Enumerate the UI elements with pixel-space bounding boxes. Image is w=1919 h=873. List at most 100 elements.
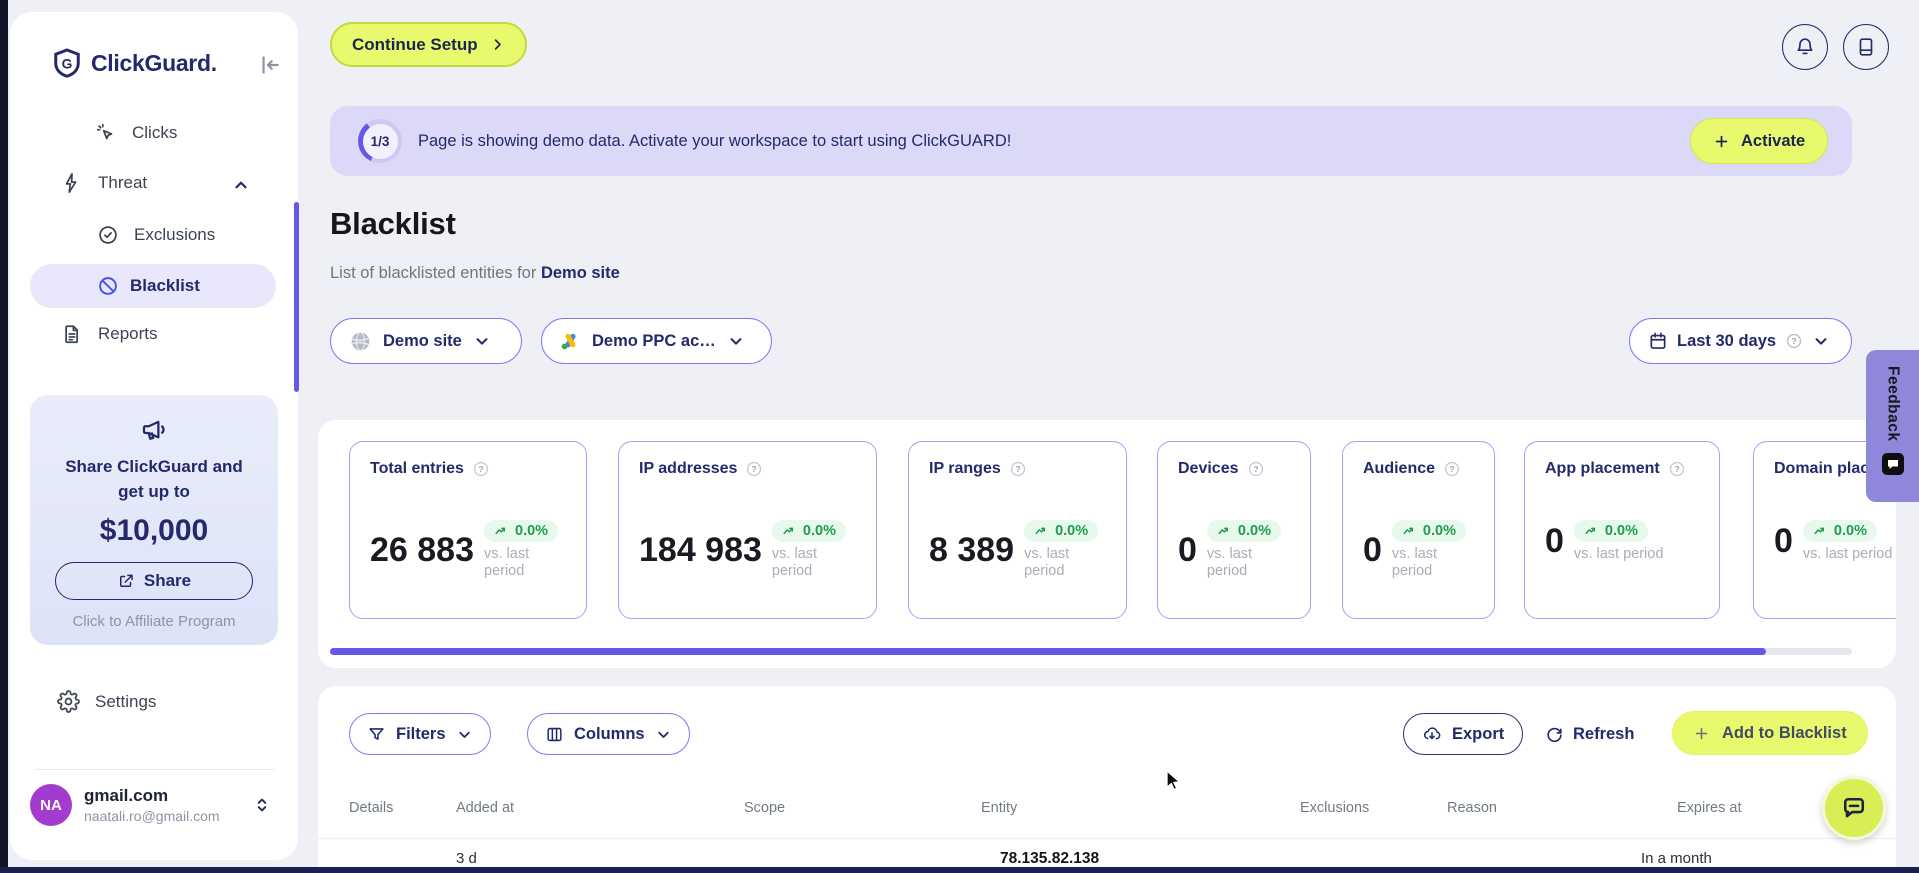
page-subtitle-site: Demo site [540,264,620,282]
filters-label: Filters [396,724,446,743]
sidebar-item-reports[interactable]: Reports [61,323,158,345]
stat-card-caption: vs. last period [484,546,530,580]
feedback-tab[interactable]: Feedback [1866,350,1919,502]
site-selector[interactable]: Demo site [330,318,522,364]
stat-card-delta: 0.0% [802,523,836,539]
sidebar-item-label: Exclusions [134,225,216,244]
sidebar-item-exclusions[interactable]: Exclusions [97,224,215,246]
question-circle-icon[interactable]: ? [1443,460,1461,478]
columns-label: Columns [574,724,645,743]
stat-card-label: Devices [1178,460,1239,477]
stat-card: App placement? 0 0.0% vs. last period [1524,441,1720,619]
columns-icon [545,725,564,744]
stats-scrollbar-track[interactable] [330,648,1852,655]
stat-card-label: IP addresses [639,460,738,477]
column-header: Reason [1447,800,1497,816]
shield-logo-icon: G [52,48,82,78]
chevron-down-icon [727,332,745,350]
svg-text:?: ? [1792,337,1797,346]
stat-card-label: IP ranges [929,460,1001,477]
trend-up-icon [494,524,509,539]
question-circle-icon[interactable]: ? [745,460,763,478]
date-range-selector[interactable]: Last 30 days ? [1629,318,1852,364]
stat-card-label: Total entries [370,460,464,477]
share-button-label: Share [143,571,192,591]
feedback-label: Feedback [1884,366,1902,442]
share-button[interactable]: Share [55,562,253,601]
add-to-blacklist-button[interactable]: Add to Blacklist [1672,711,1868,755]
stat-card-delta: 0.0% [1237,523,1271,539]
feedback-chat-icon [1881,452,1905,476]
stat-card-delta-badge: 0.0% [1391,520,1466,542]
trend-up-icon [1402,524,1417,539]
svg-text:?: ? [752,465,757,474]
notifications-button[interactable] [1782,24,1828,70]
page-subtitle-text: List of blacklisted entities for [330,264,537,282]
question-circle-icon[interactable]: ? [1009,460,1027,478]
sidebar-item-blacklist[interactable]: Blacklist [30,264,276,308]
question-circle-icon: ? [1785,332,1803,350]
sidebar-item-label: Clicks [132,123,178,142]
trend-up-icon [1584,524,1599,539]
ppc-account-selector[interactable]: Demo PPC ac… [541,318,772,364]
add-to-blacklist-label: Add to Blacklist [1722,723,1847,742]
stats-panel: Total entries? 26 883 0.0% vs. last period I… [318,420,1896,668]
filters-button[interactable]: Filters [349,713,491,755]
account-email: naatali.ro@gmail.com [84,808,220,824]
columns-button[interactable]: Columns [527,713,690,755]
site-selector-value: Demo site [383,331,462,350]
stat-card-delta: 0.0% [1055,523,1089,539]
avatar: NA [30,784,72,826]
sidebar-collapse-icon[interactable] [256,52,282,78]
sidebar-item-threat[interactable]: Threat [61,172,147,194]
continue-setup-button[interactable]: Continue Setup [330,22,527,67]
sidebar-scrollbar[interactable] [294,202,299,392]
stat-card-value: 0 [1178,530,1197,569]
promo-caption: Click to Affiliate Program [72,613,236,631]
stat-card: IP ranges? 8 389 0.0% vs. last period [908,441,1127,619]
stat-card: Total entries? 26 883 0.0% vs. last period [349,441,587,619]
book-icon [1855,36,1877,58]
question-circle-icon[interactable]: ? [1668,460,1686,478]
setup-progress-value: 1/3 [362,123,398,159]
chevron-down-icon [456,726,473,743]
stat-card-label: Domain placement [1774,460,1896,477]
chat-launcher-button[interactable] [1822,776,1886,840]
svg-text:?: ? [478,465,483,474]
column-header: Added at [456,800,515,816]
stats-scrollbar-thumb[interactable] [330,648,1766,655]
svg-text:?: ? [1015,465,1020,474]
continue-setup-label: Continue Setup [352,34,478,54]
speech-bubble-icon [1840,794,1868,822]
question-circle-icon[interactable]: ? [1247,460,1265,478]
stat-card-delta: 0.0% [1833,523,1867,539]
stat-card-caption: vs. last period [1802,546,1893,562]
document-icon [61,323,83,345]
export-button[interactable]: Export [1403,713,1524,755]
chevron-down-icon [655,726,672,743]
brand-logo: G ClickGuard. [52,48,217,78]
stat-card-delta-badge: 0.0% [484,520,559,542]
ppc-account-value: Demo PPC ac… [592,331,716,350]
chevron-up-icon[interactable] [232,176,250,194]
date-range-value: Last 30 days [1677,331,1777,350]
refresh-button[interactable]: Refresh [1545,713,1634,755]
sidebar-item-clicks[interactable]: Clicks [95,122,177,144]
stat-card-caption: vs. last period [1206,546,1253,580]
demo-data-banner: 1/3 Page is showing demo data. Activate … [330,106,1852,176]
account-switcher[interactable]: NA gmail.com naatali.ro@gmail.com [30,784,278,826]
stat-card-delta-badge: 0.0% [1573,520,1648,542]
stat-card-caption: vs. last period [1391,546,1438,580]
setup-progress-ring: 1/3 [358,119,402,163]
activate-button[interactable]: Activate [1690,118,1829,164]
sidebar-item-settings[interactable]: Settings [57,690,156,713]
docs-button[interactable] [1843,24,1889,70]
affiliate-promo-card[interactable]: Share ClickGuard and get up to $10,000 S… [30,395,278,645]
activate-label: Activate [1741,131,1806,150]
question-circle-icon[interactable]: ? [472,460,490,478]
stat-card: Devices? 0 0.0% vs. last period [1157,441,1311,619]
sidebar-item-label: Settings [95,691,157,711]
stat-card-label: Audience [1363,460,1436,477]
cursor-click-icon [95,122,117,144]
